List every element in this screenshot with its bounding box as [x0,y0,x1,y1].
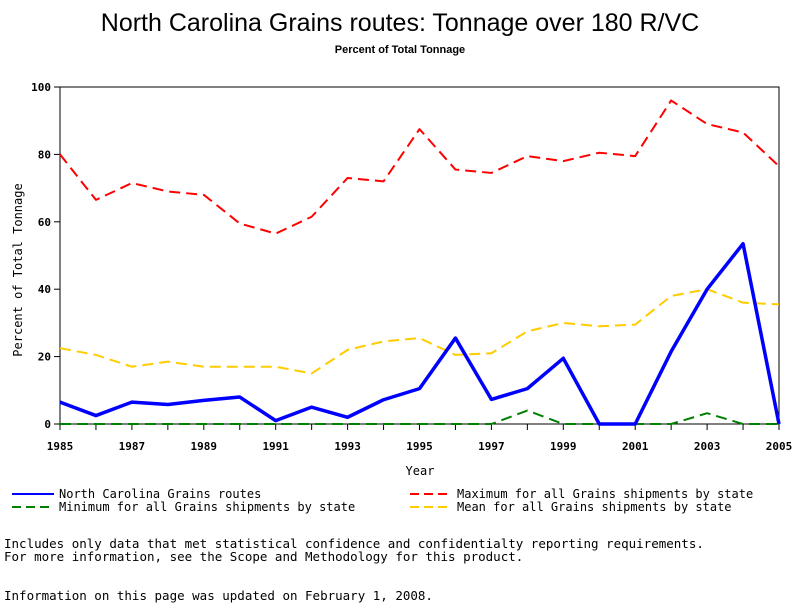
series-line-3 [59,288,780,375]
y-tick-label: 100 [31,81,51,94]
legend-label-3: Mean for all Grains shipments by state [457,500,732,514]
x-tick-label: 1997 [478,440,505,453]
x-axis-label: Year [406,464,435,478]
series-line-1 [59,99,780,235]
y-axis-label: Percent of Total Tonnage [11,183,25,356]
chart-subtitle: Percent of Total Tonnage [335,44,465,56]
y-tick-label: 60 [38,216,51,229]
plot-frame [59,86,780,425]
y-tick-label: 20 [38,351,51,364]
legend: North Carolina Grains routes Maximum for … [12,487,753,514]
legend-label-2: Minimum for all Grains shipments by stat… [59,500,355,514]
chart-title: North Carolina Grains routes: Tonnage ov… [101,9,699,37]
y-tick-label: 80 [38,148,51,161]
x-tick-label: 1991 [262,440,289,453]
series-line-0 [59,241,781,426]
x-tick-label: 1989 [191,440,218,453]
footnote-methodology: For more information, see the Scope and … [4,549,524,564]
x-axis: 1985 1987 1989 1991 1993 1995 1997 1999 2001 2003… [47,424,793,453]
y-tick-label: 0 [44,418,51,431]
legend-label-1: Maximum for all Grains shipments by stat… [457,487,753,501]
x-tick-label: 1985 [47,440,74,453]
footnote-confidence: Includes only data that met statistical … [4,536,704,551]
footnote-updated: Information on this page was updated on … [4,588,433,603]
x-tick-label: 1993 [334,440,361,453]
x-tick-label: 1995 [406,440,433,453]
series-line-2 [60,409,779,425]
x-tick-label: 2003 [694,440,721,453]
x-tick-label: 2001 [622,440,649,453]
y-tick-label: 40 [38,283,51,296]
x-tick-label: 2005 [766,440,793,453]
y-axis: 0 20 40 60 80 100 [31,81,60,431]
series-layer [59,99,781,426]
x-tick-label: 1999 [550,440,577,453]
legend-label-0: North Carolina Grains routes [59,487,261,501]
x-tick-label: 1987 [119,440,146,453]
